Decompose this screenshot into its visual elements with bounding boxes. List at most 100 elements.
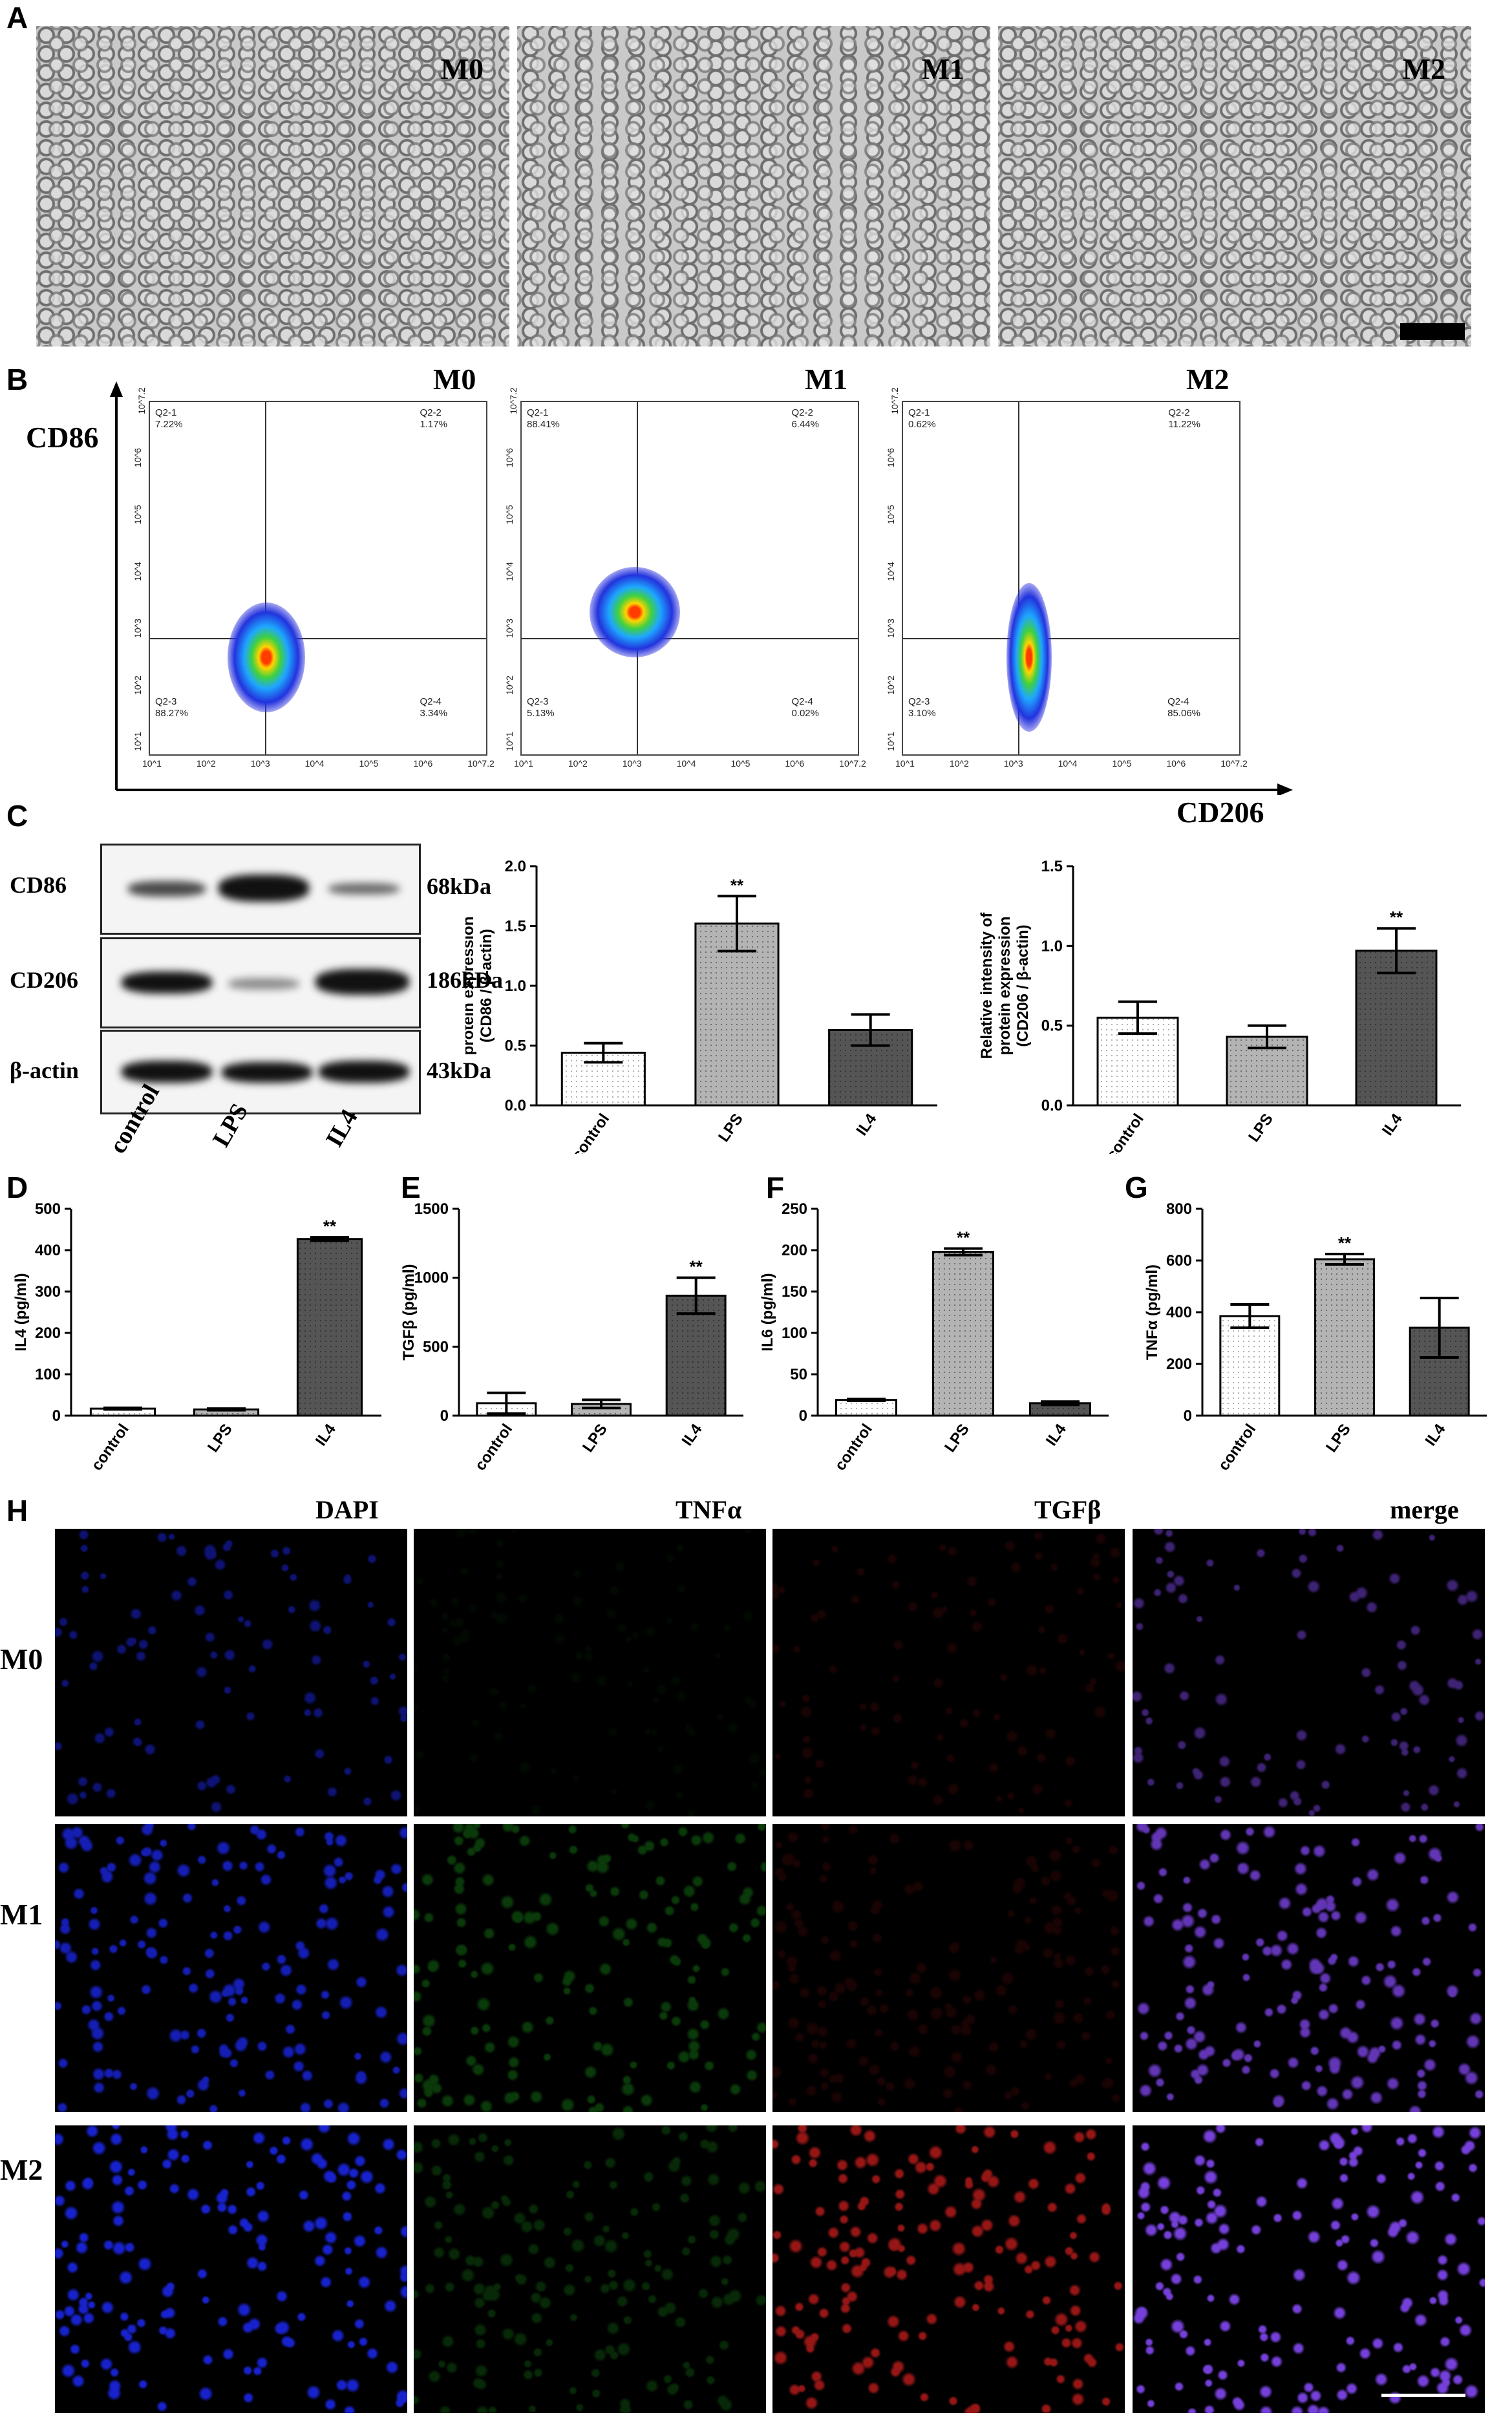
panel-label-g: G [1125, 1171, 1148, 1204]
category-label: IL4 [312, 1420, 339, 1449]
category-label: control [88, 1421, 133, 1471]
x-tick-label: 10^5 [730, 758, 751, 769]
category-label: IL4 [853, 1110, 880, 1138]
y-tick-label: 100 [35, 1366, 61, 1383]
y-tick-label: 400 [1166, 1304, 1192, 1321]
quadrant-label: Q2-3 3.10% [908, 696, 936, 719]
x-tick-label: 10^3 [250, 758, 270, 769]
y-tick-label: 0.5 [1041, 1017, 1063, 1035]
y-axis-label-cd86: CD86 [26, 421, 99, 454]
blot-row-label: β-actin [10, 1058, 79, 1083]
quadrant-label: Q2-4 85.06% [1167, 696, 1200, 719]
micrograph-m0: M0 [36, 26, 509, 346]
category-label: control [831, 1421, 876, 1471]
y-tick-label: 0.0 [1041, 1097, 1063, 1114]
y-tick-label: 10^2 [504, 675, 515, 695]
panel-label-f: F [766, 1171, 785, 1204]
bar [835, 1399, 897, 1417]
error-bar [847, 1398, 886, 1402]
if-image-m2-dapi [55, 2125, 407, 2413]
scale-bar [1400, 323, 1465, 340]
significance-marker: ** [957, 1228, 970, 1247]
error-bar [676, 1276, 716, 1315]
category-label: IL4 [1379, 1110, 1406, 1138]
y-tick-label: 10^5 [885, 504, 896, 524]
error-bar [310, 1236, 349, 1242]
y-axis-label: TGFβ (pg/ml) [400, 1264, 418, 1360]
y-tick-label: 10^6 [885, 447, 896, 467]
y-tick-label: 200 [1166, 1356, 1192, 1373]
blot-size-label: 186kDa [427, 967, 504, 993]
x-tick-label: 10^7.2 [1220, 758, 1248, 769]
bar [296, 1238, 363, 1417]
y-tick-label: 400 [35, 1242, 61, 1259]
y-tick-label: 10^2 [132, 675, 143, 695]
y-tick-label: 200 [782, 1242, 807, 1259]
y-axis-label: Relative intensity ofprotein expression(… [465, 912, 495, 1059]
micrograph-label: M0 [440, 52, 484, 85]
category-label: IL4 [1422, 1420, 1449, 1449]
flow-plot-title: M0 [433, 363, 476, 396]
quadrant-label: Q2-2 11.22% [1168, 407, 1200, 430]
bar-chart-e: 0 500 1000 1500 TGFβ (pg/ml) control LPS ** IL4 [400, 1200, 743, 1471]
error-bar [1230, 1303, 1270, 1329]
y-tick-label: 150 [782, 1283, 807, 1301]
bar-chart-g: 0 200 400 600 800 TNFα (pg/ml) control ** LPS IL4 [1144, 1200, 1487, 1471]
quadrant-label: Q2-1 88.41% [527, 407, 560, 430]
y-tick-label: 10^7.2 [889, 387, 900, 414]
row-label-m0: M0 [0, 1643, 43, 1676]
x-tick-label: 10^4 [1058, 758, 1078, 769]
column-label-tnfa: TNFα [676, 1495, 742, 1524]
error-bar [582, 1398, 621, 1410]
error-bar [851, 1013, 890, 1047]
blot-cd86 [100, 844, 421, 935]
category-label: IL4 [1043, 1420, 1070, 1449]
x-tick-label: 10^6 [1166, 758, 1186, 769]
flow-axes-arrows [110, 381, 1293, 795]
y-tick-label: 1000 [414, 1270, 449, 1287]
if-image-m0-dapi [55, 1529, 407, 1816]
scale-bar [1381, 2394, 1465, 2397]
x-tick-label: 10^5 [1112, 758, 1132, 769]
quadrant-label: Q2-3 88.27% [155, 696, 188, 719]
blot-row-label: CD206 [10, 967, 78, 993]
scatter-density [1006, 583, 1052, 732]
x-tick-label: 10^5 [359, 758, 379, 769]
significance-marker: ** [690, 1257, 703, 1277]
y-tick-label: 500 [423, 1338, 449, 1356]
flow-plot-title: M1 [805, 363, 848, 396]
row-label-m2: M2 [0, 2153, 43, 2186]
x-tick-label: 10^6 [785, 758, 805, 769]
y-tick-label: 10^1 [504, 732, 515, 752]
significance-marker: ** [1390, 908, 1403, 927]
error-bar [944, 1247, 983, 1257]
x-tick-label: 10^1 [142, 758, 162, 769]
bar-chart-f: 0 50 100 150 200 250 IL6 (pg/ml) control ** LPS IL… [759, 1200, 1109, 1471]
y-tick-label: 1.5 [1041, 858, 1063, 875]
quadrant-label: Q2-1 7.22% [155, 407, 183, 430]
error-bar [1377, 927, 1416, 975]
x-tick-label: 10^7.2 [467, 758, 495, 769]
y-axis-label: IL4 (pg/ml) [13, 1273, 30, 1351]
y-tick-label: 10^7.2 [507, 387, 518, 414]
y-tick-label: 250 [782, 1200, 807, 1218]
y-tick-label: 0 [52, 1407, 61, 1425]
y-tick-label: 50 [790, 1366, 807, 1383]
y-tick-label: 10^1 [132, 732, 143, 752]
x-tick-label: 10^1 [895, 758, 915, 769]
quadrant-label: Q2-3 5.13% [527, 696, 555, 719]
y-tick-label: 10^3 [132, 618, 143, 638]
panel-label-d: D [6, 1171, 28, 1204]
y-tick-label: 10^6 [504, 447, 515, 467]
category-label: control [568, 1111, 613, 1154]
x-tick-label: 10^4 [676, 758, 696, 769]
category-label: control [1215, 1421, 1259, 1471]
x-tick-label: 10^3 [1003, 758, 1023, 769]
y-tick-label: 10^2 [885, 675, 896, 695]
y-axis-label: IL6 (pg/ml) [759, 1273, 776, 1351]
category-label: IL4 [679, 1420, 706, 1449]
y-tick-label: 1.5 [505, 918, 526, 935]
significance-marker: ** [1338, 1233, 1352, 1253]
if-image-m0-tgfb [772, 1529, 1125, 1816]
bar-chart-c-cd86: 0.0 0.5 1.0 1.5 2.0 Relative intensity ofprot… [465, 858, 937, 1154]
